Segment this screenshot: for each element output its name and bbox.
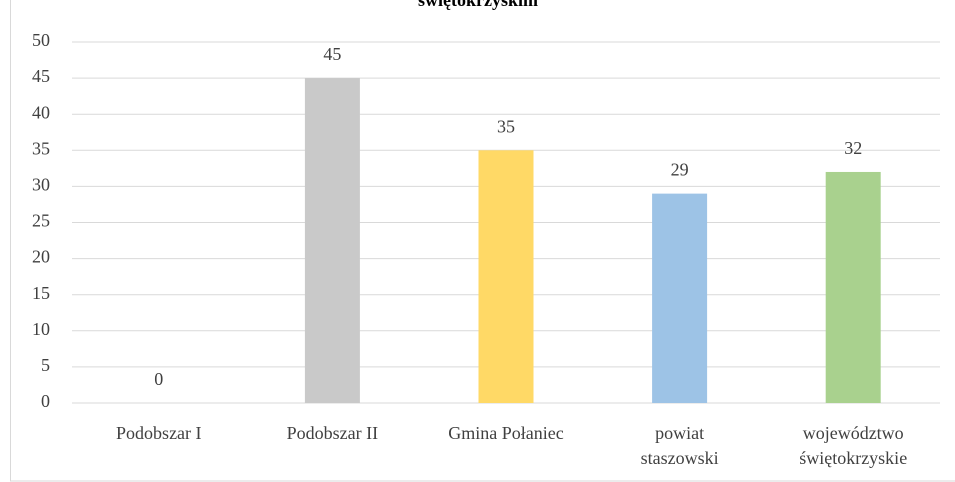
bar <box>652 193 708 403</box>
y-tick-label: 20 <box>32 247 50 267</box>
x-tick-label: Gmina Połaniec <box>448 423 563 443</box>
x-tick-label: województwo świętokrzyskie <box>799 423 907 468</box>
y-tick-label: 10 <box>32 319 50 339</box>
y-tick-label: 50 <box>32 30 50 50</box>
value-label: 45 <box>323 44 341 64</box>
chart-title: świętokrzyskim <box>418 0 538 10</box>
bar <box>825 171 881 403</box>
y-tick-label: 0 <box>41 391 50 411</box>
y-tick-label: 25 <box>32 211 50 231</box>
y-tick-label: 30 <box>32 175 50 195</box>
x-tick-label: powiat staszowski <box>641 423 719 468</box>
value-label: 35 <box>497 116 515 136</box>
chart-frame <box>10 0 955 482</box>
bar <box>304 78 360 403</box>
bar <box>478 150 534 403</box>
value-label: 29 <box>671 160 689 180</box>
x-tick-label: Podobszar II <box>287 423 378 443</box>
value-label: 32 <box>844 138 862 158</box>
y-tick-label: 45 <box>32 66 50 86</box>
y-tick-label: 35 <box>32 138 50 158</box>
y-tick-label: 15 <box>32 283 50 303</box>
x-tick-label: Podobszar I <box>116 423 201 443</box>
y-tick-label: 5 <box>41 355 50 375</box>
y-tick-label: 40 <box>32 102 50 122</box>
value-label: 0 <box>154 369 163 389</box>
